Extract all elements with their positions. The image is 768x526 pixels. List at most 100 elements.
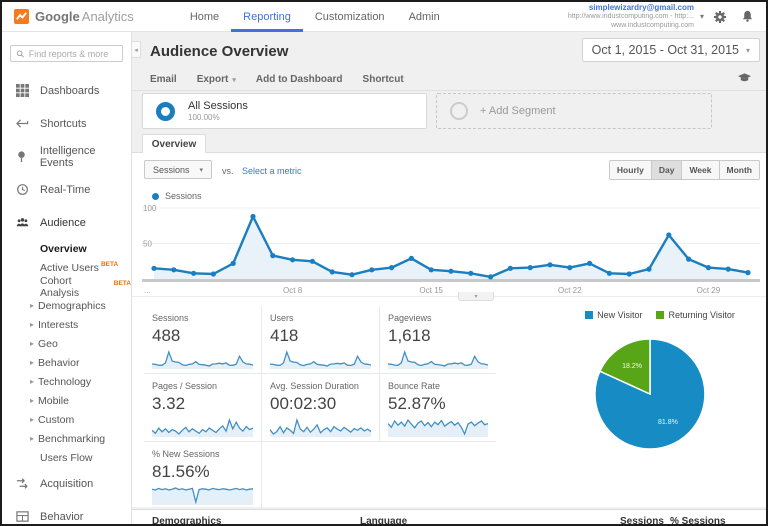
sidebar-item-benchmarking[interactable]: Benchmarking: [2, 429, 131, 448]
svg-text:81.8%: 81.8%: [658, 419, 678, 426]
metric-label: Bounce Rate: [388, 381, 441, 391]
sidebar-item-label: Geo: [38, 337, 58, 350]
sidebar-item-label: Dashboards: [40, 84, 100, 97]
metric-selector-value: Sessions: [153, 164, 190, 175]
sidebar-item-audience[interactable]: Audience: [2, 206, 131, 239]
sidebar-item-overview[interactable]: Overview: [2, 239, 131, 258]
mortarboard-icon: [737, 72, 752, 81]
notifications-button[interactable]: [741, 10, 754, 23]
users-sparkline: [270, 350, 371, 369]
sidebar-item-label: Cohort Analysis: [40, 274, 80, 299]
search-input[interactable]: [28, 48, 117, 59]
legend-swatch-icon: [656, 311, 665, 319]
sidebar-item-behavior-sub[interactable]: Behavior: [2, 353, 131, 372]
metric-card-bounce-rate[interactable]: Bounce Rate 52.87%: [380, 374, 496, 442]
chevron-down-icon: ▾: [199, 166, 204, 174]
sidebar-item-mobile[interactable]: Mobile: [2, 391, 131, 410]
granularity-month-button[interactable]: Month: [718, 160, 760, 180]
nav-reporting[interactable]: Reporting: [231, 2, 303, 32]
sidebar-collapse-button[interactable]: ◂: [131, 41, 141, 58]
sidebar-item-technology[interactable]: Technology: [2, 372, 131, 391]
legend-label: New Visitor: [597, 310, 643, 320]
pie-legend: New Visitor Returning Visitor: [556, 310, 764, 320]
svg-text:Oct 8: Oct 8: [283, 286, 303, 295]
sidebar-item-label: Behavior: [38, 356, 80, 369]
sidebar-item-cohort-analysis[interactable]: Cohort Analysis BETA: [2, 274, 131, 299]
metric-card-users[interactable]: Users 418: [262, 306, 380, 374]
date-range-picker[interactable]: Oct 1, 2015 - Oct 31, 2015 ▾: [581, 38, 760, 62]
add-to-dashboard-button[interactable]: Add to Dashboard: [255, 73, 343, 85]
legend-dot-icon: [152, 192, 159, 200]
shortcut-button[interactable]: Shortcut: [362, 73, 404, 85]
top-bar: Google Analytics Home Reporting Customiza…: [2, 2, 766, 32]
tab-overview[interactable]: Overview: [142, 134, 206, 153]
select-a-metric-link[interactable]: Select a metric: [242, 166, 302, 176]
sidebar-item-label: Mobile: [38, 394, 69, 407]
sidebar-item-label: Intelligence Events: [39, 144, 96, 169]
metric-card-avg-session-duration[interactable]: Avg. Session Duration 00:02:30: [262, 374, 380, 442]
primary-nav: Home Reporting Customization Admin: [178, 2, 452, 32]
sidebar-item-dashboards[interactable]: Dashboards: [2, 74, 131, 107]
nav-customization[interactable]: Customization: [314, 10, 385, 23]
metric-cell-empty: [380, 442, 496, 510]
segment-percent: 100.00%: [188, 113, 220, 122]
language-header[interactable]: Language: [360, 516, 408, 526]
pct-sessions-column-header: % Sessions: [670, 516, 726, 526]
sidebar-item-demographics[interactable]: Demographics: [2, 296, 131, 315]
metric-summary-grid: Sessions 488 Users 418 Pageviews 1,618 P…: [144, 306, 496, 510]
sidebar-item-users-flow[interactable]: Users Flow: [2, 448, 131, 467]
sidebar-item-label: Audience: [40, 216, 86, 229]
nav-home[interactable]: Home: [189, 10, 220, 23]
sidebar-item-custom[interactable]: Custom: [2, 410, 131, 429]
nav-admin[interactable]: Admin: [408, 10, 440, 23]
sidebar-item-active-users[interactable]: Active Users BETA: [2, 258, 131, 277]
metric-card-sessions[interactable]: Sessions 488: [144, 306, 262, 374]
export-button[interactable]: Export: [197, 74, 236, 85]
bell-icon: [742, 10, 753, 22]
account-switcher[interactable]: simplewizardry@gmail.com http://www.indu…: [568, 3, 706, 30]
metric-selector-dropdown[interactable]: Sessions ▾: [144, 160, 213, 179]
sidebar-item-intelligence-events[interactable]: Intelligence Events: [2, 140, 131, 173]
sidebar-item-interests[interactable]: Interests: [2, 315, 131, 334]
sidebar-item-behavior[interactable]: Behavior: [2, 500, 131, 524]
education-button[interactable]: [737, 72, 752, 87]
sidebar-item-label: Real-Time: [40, 183, 91, 196]
email-button[interactable]: Email: [150, 73, 177, 85]
sessions-sparkline: [152, 350, 253, 369]
metric-label: Pages / Session: [152, 381, 218, 391]
sidebar: Dashboards Shortcuts Intelligence Events…: [2, 32, 132, 524]
visitor-type-pie[interactable]: 81.8% 18.2%: [580, 332, 730, 458]
sidebar-item-real-time[interactable]: Real-Time: [2, 173, 131, 206]
metric-label: Sessions: [152, 313, 189, 323]
sidebar-item-acquisition[interactable]: Acquisition: [2, 467, 131, 500]
granularity-week-button[interactable]: Week: [681, 160, 720, 180]
chart-collapse-handle[interactable]: ▾: [458, 292, 494, 301]
metric-label: Pageviews: [388, 313, 432, 323]
report-search[interactable]: [10, 45, 123, 62]
granularity-day-button[interactable]: Day: [650, 160, 683, 180]
new-sessions-sparkline: [152, 487, 253, 505]
page-title: Audience Overview: [150, 43, 289, 60]
metric-card-pct-new-sessions[interactable]: % New Sessions 81.56%: [144, 442, 262, 510]
beta-badge: BETA: [113, 280, 131, 287]
svg-text:Oct 22: Oct 22: [558, 286, 582, 295]
svg-text:Oct 29: Oct 29: [697, 286, 721, 295]
report-action-bar: Email Export Add to Dashboard Shortcut: [132, 68, 766, 91]
sidebar-item-shortcuts[interactable]: Shortcuts: [2, 107, 131, 140]
settings-button[interactable]: [713, 10, 727, 24]
granularity-hourly-button[interactable]: Hourly: [608, 160, 652, 180]
sidebar-item-label: Overview: [40, 242, 87, 255]
granularity-toggle: Hourly Day Week Month: [608, 160, 760, 180]
bounce-rate-sparkline: [388, 418, 488, 437]
segment-all-sessions[interactable]: All Sessions 100.00%: [142, 93, 427, 129]
sessions-line-chart[interactable]: 50 100... Oct 8 Oct 15 Oct 22 Oct 29: [142, 201, 760, 297]
pie-legend-new-visitor: New Visitor: [585, 310, 642, 320]
sidebar-item-geo[interactable]: Geo: [2, 334, 131, 353]
metric-card-pages-per-session[interactable]: Pages / Session 3.32: [144, 374, 262, 442]
metric-card-pageviews[interactable]: Pageviews 1,618: [380, 306, 496, 374]
add-segment-button[interactable]: + Add Segment: [436, 93, 712, 129]
divider: [132, 296, 766, 297]
segment-name: All Sessions: [188, 100, 248, 112]
brand-analytics: Analytics: [81, 8, 134, 24]
svg-text:100: 100: [143, 204, 157, 213]
